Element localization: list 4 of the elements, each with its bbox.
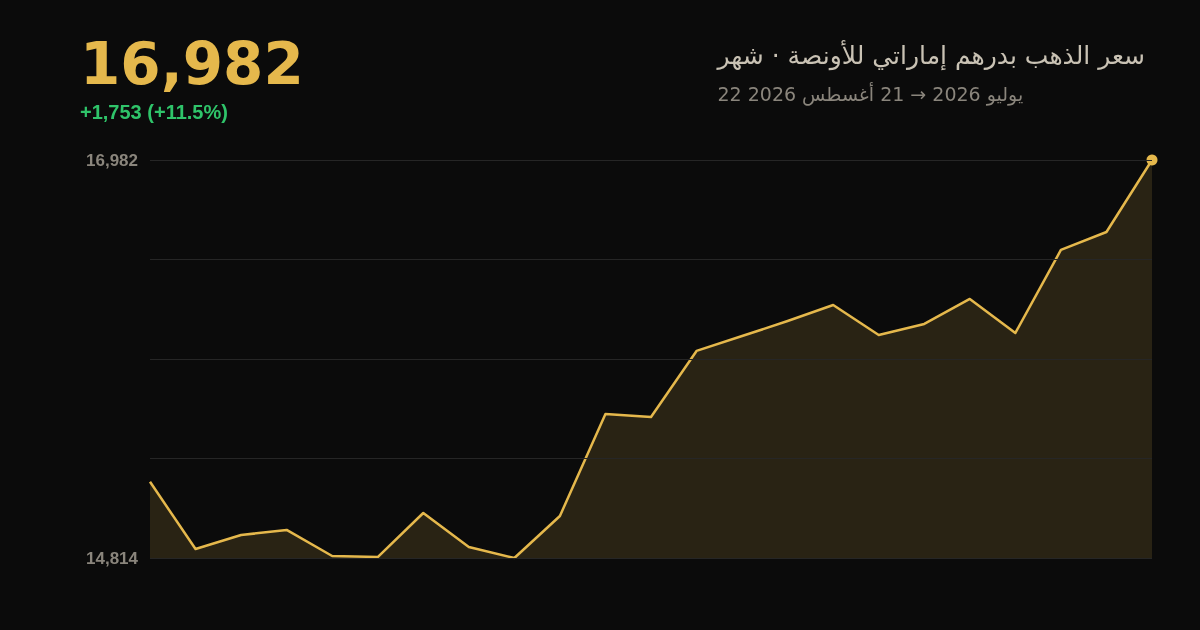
text: +1,753 (+11.5%) [80,101,228,123]
y-tick-label: 14,814 [86,548,139,568]
chart-subtitle: 22 يوليو 2026 → 21 أغسطس 2026 [717,81,1024,106]
chart-title: سعر الذهب بدرهم إماراتي للأونصة · شهر [715,39,1146,71]
